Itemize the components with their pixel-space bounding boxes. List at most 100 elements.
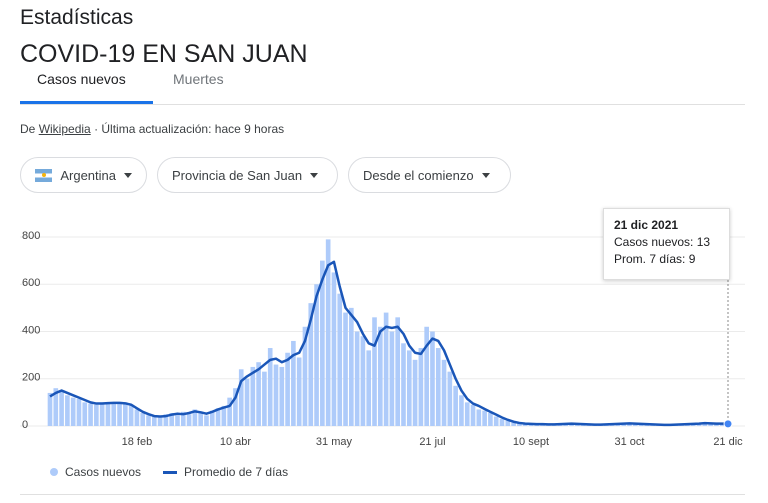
bar: [632, 423, 638, 426]
bar: [123, 404, 128, 426]
tooltip-line: Prom. 7 días: 9: [614, 252, 696, 266]
bar: [163, 414, 169, 426]
y-tick-label: 200: [22, 372, 40, 384]
bar: [464, 402, 470, 426]
bar: [702, 422, 708, 426]
bar: [186, 414, 192, 426]
tab-indicator: [20, 101, 153, 104]
bar: [424, 326, 429, 426]
divider: [20, 494, 745, 495]
x-tick-label: 10 abr: [220, 436, 252, 448]
bar: [395, 317, 401, 426]
filter-label: Provincia de San Juan: [172, 167, 303, 183]
bar: [470, 404, 476, 426]
bar: [412, 359, 418, 426]
source-link[interactable]: Wikipedia: [38, 122, 91, 136]
source-prefix: De: [20, 122, 36, 136]
x-tick-label: 31 may: [316, 436, 353, 448]
filter-label: Desde el comienzo: [363, 167, 474, 183]
filter-chip[interactable]: Argentina: [20, 157, 147, 193]
filter-chip[interactable]: Provincia de San Juan: [157, 157, 338, 193]
filter-label: Argentina: [60, 167, 116, 183]
tooltip-date: 21 dic 2021: [614, 218, 679, 232]
bar: [128, 405, 134, 426]
bar: [430, 331, 435, 426]
bar: [221, 405, 227, 426]
bar: [65, 395, 70, 426]
bar: [360, 336, 366, 426]
bar: [453, 385, 458, 426]
bar: [441, 359, 447, 426]
tab[interactable]: Casos nuevos: [37, 71, 126, 87]
chart-heading: COVID-19 EN SAN JUAN: [20, 40, 308, 68]
bar: [59, 390, 64, 426]
bar: [366, 350, 372, 426]
y-tick-label: 0: [22, 419, 28, 431]
y-tick-label: 800: [22, 230, 40, 242]
bar: [146, 415, 151, 426]
bar: [140, 413, 146, 426]
bar: [499, 418, 505, 426]
bar: [175, 415, 180, 426]
bar: [99, 402, 105, 426]
tab[interactable]: Muertes: [173, 71, 224, 87]
bar: [262, 371, 267, 426]
bar: [349, 307, 354, 426]
bar: [320, 260, 325, 426]
bar: [134, 409, 140, 426]
bar: [256, 362, 261, 426]
bar: [354, 331, 360, 426]
bar: [291, 340, 296, 426]
y-tick-label: 400: [22, 324, 40, 336]
bar: [476, 409, 482, 426]
bar: [82, 402, 88, 426]
bar: [267, 348, 273, 426]
bar: [337, 293, 343, 426]
hover-dot: [723, 419, 733, 429]
bar: [233, 388, 238, 426]
bar: [627, 423, 632, 426]
bar: [482, 410, 487, 426]
bar: [331, 272, 337, 426]
bar: [302, 326, 308, 426]
x-tick-label: 10 sept: [513, 436, 549, 448]
bar: [215, 408, 221, 426]
legend-label: Promedio de 7 días: [184, 465, 289, 479]
bar: [157, 417, 163, 426]
source-text: · Última actualización: hace 9 horas: [94, 122, 285, 136]
y-tick-label: 600: [22, 277, 40, 289]
bar: [227, 397, 232, 426]
divider: [20, 104, 745, 105]
x-tick-label: 21 dic: [713, 436, 743, 448]
line: [49, 260, 729, 427]
bar: [372, 317, 377, 426]
bar: [383, 312, 389, 426]
filter-chip[interactable]: Desde el comienzo: [348, 157, 511, 193]
bar: [401, 343, 406, 426]
bar: [459, 395, 464, 426]
bar: [308, 303, 314, 426]
bar: [76, 398, 82, 426]
x-tick-label: 18 feb: [122, 436, 153, 448]
bar: [117, 402, 122, 426]
tooltip: 21 dic 2021 Casos nuevos: 13 Prom. 7 día…: [603, 208, 730, 280]
bar: [493, 416, 499, 426]
bar: [714, 423, 719, 426]
bar: [505, 420, 511, 426]
bar: [88, 403, 93, 426]
bar: [70, 397, 76, 426]
bar: [209, 410, 215, 426]
bar: [180, 411, 186, 426]
legend: Casos nuevos Promedio de 7 días: [50, 465, 288, 479]
bar: [47, 392, 53, 426]
bar: [279, 366, 285, 426]
bar: [151, 416, 157, 426]
bar: [511, 422, 516, 426]
bar: [517, 423, 522, 426]
bar: [244, 378, 250, 426]
bar: [447, 371, 453, 426]
bar: [94, 404, 99, 426]
bar: [435, 348, 441, 426]
x-tick-label: 21 jul: [419, 436, 445, 448]
